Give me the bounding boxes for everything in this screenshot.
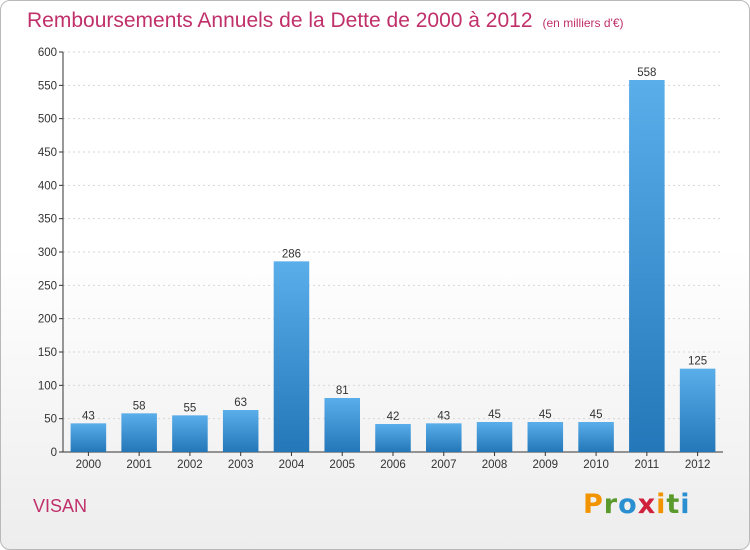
y-tick-label: 300: [38, 247, 57, 259]
bar-value-label: 81: [336, 385, 349, 397]
x-tick-label: 2005: [329, 459, 355, 471]
x-tick-label: 2012: [685, 459, 711, 471]
bar-value-label: 45: [539, 409, 552, 421]
logo-letter: i: [656, 489, 667, 520]
bar-value-label: 43: [82, 410, 95, 422]
x-tick-label: 2011: [634, 459, 659, 471]
bar-value-label: 55: [184, 402, 197, 414]
bar-value-label: 45: [590, 409, 603, 421]
y-tick-label: 400: [38, 180, 57, 192]
bar: [273, 261, 310, 452]
x-tick-label: 2002: [177, 459, 203, 471]
logo-letter: P: [583, 489, 604, 520]
x-tick-label: 2008: [482, 459, 508, 471]
y-tick-label: 350: [38, 214, 57, 226]
bar: [476, 422, 513, 452]
bar: [222, 410, 259, 452]
y-tick-label: 600: [38, 47, 57, 59]
chart-title: Remboursements Annuels de la Dette de 20…: [27, 9, 624, 33]
y-tick-label: 500: [38, 114, 57, 126]
y-tick-label: 150: [38, 347, 57, 359]
bar-value-label: 45: [488, 409, 501, 421]
bar: [172, 415, 208, 452]
logo-letter: x: [637, 489, 657, 520]
bar-value-label: 63: [234, 397, 247, 409]
y-tick-label: 50: [44, 414, 57, 426]
title-unit: (en milliers d'€): [542, 16, 624, 30]
bar-value-label: 43: [437, 410, 450, 422]
bar: [578, 422, 614, 452]
commune-name: VISAN: [33, 496, 88, 516]
logo-letter: r: [603, 489, 619, 520]
bar: [426, 423, 462, 452]
bar: [121, 413, 157, 452]
x-tick-label: 2006: [380, 459, 406, 471]
y-tick-label: 100: [38, 380, 57, 392]
y-tick-label: 0: [51, 447, 57, 459]
proxiti-logo: Proxiti: [583, 489, 691, 520]
logo-letter: o: [618, 489, 638, 520]
bar: [527, 422, 564, 452]
y-tick-label: 250: [38, 280, 57, 292]
x-tick-label: 2010: [583, 459, 609, 471]
y-tick-label: 450: [38, 147, 57, 159]
title-main: Remboursements Annuels de la Dette de 20…: [27, 9, 533, 32]
bar: [679, 368, 716, 452]
x-tick-label: 2007: [431, 459, 457, 471]
bar-value-label: 42: [387, 411, 400, 423]
bar: [629, 80, 665, 452]
bar-value-label: 125: [688, 356, 707, 368]
bar-value-label: 58: [133, 400, 146, 412]
x-tick-label: 2004: [279, 459, 305, 471]
y-tick-label: 550: [38, 80, 57, 92]
logo-letter: i: [680, 489, 691, 520]
bar-value-label: 558: [637, 67, 656, 79]
x-tick-label: 2000: [76, 459, 102, 471]
y-tick-label: 200: [38, 314, 57, 326]
x-tick-label: 2001: [126, 459, 152, 471]
bar-value-label: 286: [282, 248, 301, 260]
x-tick-label: 2009: [533, 459, 559, 471]
x-tick-label: 2003: [228, 459, 254, 471]
bar: [324, 398, 360, 452]
logo-letter: t: [666, 489, 681, 520]
bar: [375, 424, 411, 452]
bar: [70, 423, 107, 452]
